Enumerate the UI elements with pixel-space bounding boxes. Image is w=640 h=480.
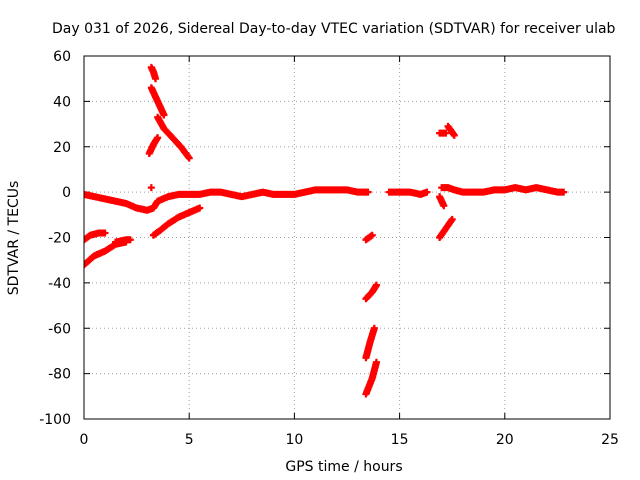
data-point bbox=[372, 281, 380, 289]
data-point bbox=[364, 188, 372, 196]
data-points bbox=[84, 63, 568, 398]
data-point bbox=[448, 215, 456, 223]
x-tick-label: 10 bbox=[285, 432, 303, 448]
data-point bbox=[196, 204, 204, 212]
y-tick-label: -60 bbox=[48, 321, 71, 337]
y-tick-label: -80 bbox=[48, 367, 71, 383]
series-evening-spikes bbox=[436, 122, 458, 241]
data-point bbox=[154, 134, 162, 142]
data-point bbox=[122, 238, 130, 246]
y-tick-label: 20 bbox=[53, 140, 71, 156]
data-point bbox=[147, 184, 155, 192]
y-tick-label: 60 bbox=[53, 49, 71, 65]
x-tick-label: 15 bbox=[391, 432, 409, 448]
x-axis-label: GPS time / hours bbox=[285, 459, 402, 475]
grid bbox=[84, 56, 610, 419]
data-point bbox=[370, 324, 378, 332]
x-tick-label: 25 bbox=[601, 432, 619, 448]
data-point bbox=[560, 188, 568, 196]
y-tick-label: -100 bbox=[39, 412, 71, 428]
data-point bbox=[450, 131, 458, 139]
data-point bbox=[442, 129, 450, 137]
x-tick-label: 5 bbox=[185, 432, 194, 448]
x-tick-label: 20 bbox=[496, 432, 514, 448]
series-midday-dropouts bbox=[362, 231, 380, 398]
data-point bbox=[101, 229, 109, 237]
y-tick-label: -40 bbox=[48, 276, 71, 292]
data-point bbox=[440, 202, 448, 210]
series-near-zero-band bbox=[84, 184, 568, 214]
y-tick-label: 0 bbox=[62, 185, 71, 201]
data-point bbox=[423, 188, 431, 196]
y-tick-label: 40 bbox=[53, 94, 71, 110]
chart-title: Day 031 of 2026, Sidereal Day-to-day VTE… bbox=[52, 21, 616, 37]
x-tick-label: 0 bbox=[80, 432, 89, 448]
series-morning-spikes bbox=[145, 63, 193, 192]
y-axis-label: SDTVAR / TECUs bbox=[6, 181, 22, 296]
series-lower-arc bbox=[84, 204, 204, 269]
data-point bbox=[372, 358, 380, 366]
data-point bbox=[160, 111, 168, 119]
x-tick-labels: 0 5 10 15 20 25 bbox=[80, 432, 619, 448]
plot-frame bbox=[83, 55, 611, 420]
data-point bbox=[368, 231, 376, 239]
data-point bbox=[152, 75, 160, 83]
data-point bbox=[185, 154, 193, 162]
y-tick-label: -20 bbox=[48, 231, 71, 247]
y-tick-labels: -100 -80 -60 -40 -20 0 20 40 60 bbox=[39, 49, 71, 428]
data-point bbox=[126, 236, 134, 244]
